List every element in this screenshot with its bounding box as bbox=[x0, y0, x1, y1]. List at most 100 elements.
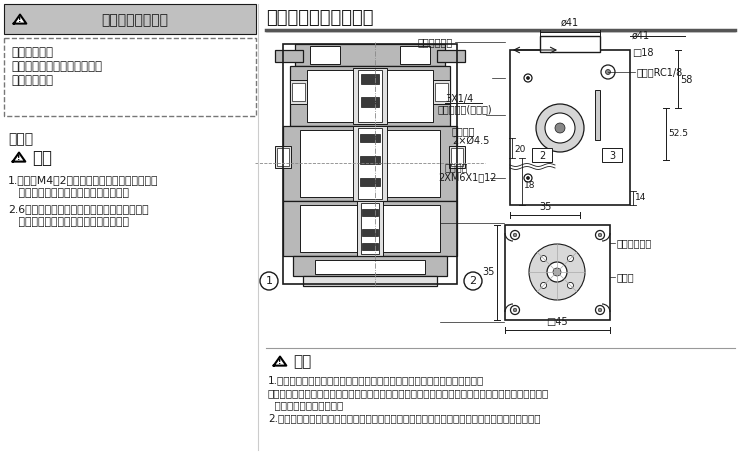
Bar bbox=[275, 146, 291, 168]
Text: !: ! bbox=[17, 155, 21, 162]
Bar bbox=[435, 83, 448, 101]
Bar bbox=[532, 148, 552, 162]
Bar bbox=[292, 83, 305, 101]
Circle shape bbox=[601, 65, 615, 79]
Bar bbox=[277, 148, 289, 166]
Text: 2: 2 bbox=[469, 276, 477, 286]
Text: 主阀芯呼吸孔: 主阀芯呼吸孔 bbox=[617, 238, 652, 248]
Text: 2.6位以上的场合从通口两侧加压。另外，共通: 2.6位以上的场合从通口两侧加压。另外，共通 bbox=[8, 204, 149, 214]
Text: 构造简图／外形尺寸图: 构造简图／外形尺寸图 bbox=[266, 9, 374, 27]
Text: 58: 58 bbox=[680, 75, 693, 85]
Text: 3X1/4: 3X1/4 bbox=[445, 94, 474, 104]
Text: 注意: 注意 bbox=[32, 149, 52, 167]
Circle shape bbox=[568, 256, 574, 262]
Bar bbox=[437, 50, 465, 62]
Text: 2×Ø4.5: 2×Ø4.5 bbox=[452, 136, 489, 146]
Circle shape bbox=[526, 177, 530, 179]
Circle shape bbox=[540, 256, 547, 262]
Bar bbox=[353, 68, 387, 124]
Bar bbox=[360, 178, 380, 186]
Bar bbox=[283, 201, 457, 256]
Bar bbox=[283, 126, 457, 201]
Bar bbox=[360, 156, 380, 164]
Bar bbox=[361, 203, 379, 254]
Circle shape bbox=[536, 104, 584, 152]
Circle shape bbox=[605, 69, 610, 74]
Text: 1.阀的底面上有主阀芯的呼吸孔，呼吸孔一旦阻塞便动作不良，故不要堵塞。: 1.阀的底面上有主阀芯的呼吸孔，呼吸孔一旦阻塞便动作不良，故不要堵塞。 bbox=[268, 375, 484, 385]
Bar bbox=[358, 128, 382, 199]
Text: ø41: ø41 bbox=[632, 31, 650, 41]
Text: 安全上的注意、共通注意事项: 安全上的注意、共通注意事项 bbox=[11, 60, 102, 73]
Circle shape bbox=[260, 272, 278, 290]
Text: 上方安装: 上方安装 bbox=[452, 126, 476, 136]
Text: 排气形式的场合，也从通口两侧排气。: 排气形式的场合，也从通口两侧排气。 bbox=[8, 217, 129, 227]
Circle shape bbox=[529, 244, 585, 300]
Bar bbox=[602, 148, 622, 162]
Text: 安装时，安装螺钉按规定的力矩紧固。: 安装时，安装螺钉按规定的力矩紧固。 bbox=[8, 188, 129, 198]
Text: !: ! bbox=[18, 17, 21, 24]
Bar bbox=[4, 4, 256, 34]
Bar bbox=[362, 209, 378, 216]
Text: 52.5: 52.5 bbox=[668, 129, 688, 138]
Text: 20: 20 bbox=[514, 144, 525, 153]
Text: 1: 1 bbox=[266, 276, 272, 286]
Circle shape bbox=[598, 308, 602, 312]
Text: !: ! bbox=[278, 360, 282, 365]
Bar bbox=[295, 44, 445, 66]
Bar bbox=[540, 36, 600, 52]
Polygon shape bbox=[14, 15, 27, 24]
Bar bbox=[449, 146, 465, 168]
Bar bbox=[293, 256, 447, 276]
Circle shape bbox=[540, 282, 547, 288]
Text: ø41: ø41 bbox=[561, 18, 579, 28]
Text: 集装式: 集装式 bbox=[8, 132, 33, 146]
Circle shape bbox=[547, 262, 567, 282]
Bar bbox=[307, 70, 433, 122]
Bar bbox=[290, 66, 450, 126]
Text: 3: 3 bbox=[609, 151, 615, 161]
Text: （通常，被安装在金属面上的场合，从呼吸孔通过呼吸沟呼吸。特别是安装面是橡胶面的场合，由于橡: （通常，被安装在金属面上的场合，从呼吸孔通过呼吸沟呼吸。特别是安装面是橡胶面的场… bbox=[268, 388, 549, 398]
Polygon shape bbox=[274, 356, 286, 365]
Text: 下方安装: 下方安装 bbox=[445, 162, 468, 172]
Text: 膜片的呼吸孔: 膜片的呼吸孔 bbox=[418, 37, 453, 47]
Circle shape bbox=[514, 233, 517, 237]
Bar bbox=[283, 44, 457, 284]
Text: 2.要防止灰尘，异物等从不使用的排气口等进入。另外，还要防止水，异物从膜片的呼吸孔进入。: 2.要防止灰尘，异物等从不使用的排气口等进入。另外，还要防止水，异物从膜片的呼吸… bbox=[268, 413, 540, 423]
Circle shape bbox=[598, 233, 602, 237]
Text: □18: □18 bbox=[632, 48, 653, 58]
Bar bbox=[360, 134, 380, 142]
Circle shape bbox=[596, 231, 605, 240]
Circle shape bbox=[555, 123, 565, 133]
Text: 产品个别注意事项: 产品个别注意事项 bbox=[101, 13, 169, 27]
Text: 35: 35 bbox=[539, 202, 551, 212]
Bar bbox=[275, 50, 303, 62]
Bar bbox=[357, 201, 383, 256]
Bar bbox=[315, 260, 425, 274]
Bar bbox=[595, 90, 600, 140]
Text: 14: 14 bbox=[635, 193, 646, 202]
Circle shape bbox=[464, 272, 482, 290]
Bar bbox=[361, 74, 379, 84]
Bar bbox=[300, 205, 440, 252]
Bar bbox=[303, 276, 437, 286]
Circle shape bbox=[526, 77, 530, 79]
Text: 呼吸沟: 呼吸沟 bbox=[617, 272, 635, 282]
Bar bbox=[310, 46, 340, 64]
Text: 18: 18 bbox=[524, 181, 536, 189]
Circle shape bbox=[511, 231, 519, 240]
Circle shape bbox=[524, 174, 532, 182]
Bar bbox=[290, 80, 307, 104]
Circle shape bbox=[545, 113, 575, 143]
Bar bbox=[362, 229, 378, 236]
Text: □45: □45 bbox=[546, 317, 568, 327]
Text: 2XM6X1深12: 2XM6X1深12 bbox=[438, 172, 497, 182]
Text: 配管连接口(主要口): 配管连接口(主要口) bbox=[438, 104, 493, 114]
Text: 35: 35 bbox=[482, 267, 495, 277]
Bar bbox=[353, 126, 387, 201]
Circle shape bbox=[524, 74, 532, 82]
Text: 先导口RC1/8: 先导口RC1/8 bbox=[637, 67, 683, 77]
Text: 2: 2 bbox=[539, 151, 545, 161]
Text: 由前附确认。: 由前附确认。 bbox=[11, 74, 53, 87]
Bar bbox=[451, 148, 463, 166]
Bar bbox=[505, 225, 610, 320]
